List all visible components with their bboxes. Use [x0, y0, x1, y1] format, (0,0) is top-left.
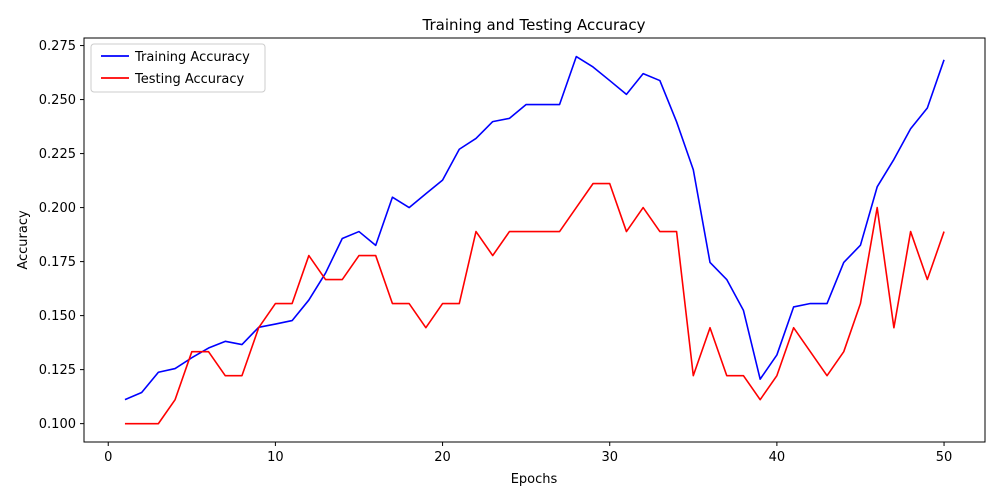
axis-ticks: 0 10 20 30 40 50 0.100 0.125 0.150 0.175 0.200 0.22… [39, 39, 953, 465]
y-tick-label: 0.150 [39, 309, 76, 324]
y-tick-label: 0.275 [39, 39, 76, 54]
x-tick-label: 10 [267, 450, 284, 465]
x-tick-label: 40 [769, 450, 786, 465]
legend: Training Accuracy Testing Accuracy [90, 43, 266, 93]
x-tick-label: 30 [601, 450, 618, 465]
legend-label-training: Training Accuracy [134, 50, 250, 65]
y-tick-label: 0.125 [39, 363, 76, 378]
y-axis-label: Accuracy [16, 210, 31, 270]
series-line-testing [124, 182, 945, 425]
x-axis-label: Epochs [511, 472, 558, 487]
y-tick-label: 0.175 [39, 255, 76, 270]
axes-frame [83, 37, 986, 443]
plot-area [124, 55, 945, 425]
legend-label-testing: Testing Accuracy [134, 72, 244, 87]
y-tick-label: 0.100 [39, 417, 76, 432]
y-tick-label: 0.250 [39, 93, 76, 108]
y-tick-label: 0.225 [39, 147, 76, 162]
legend-box [90, 43, 266, 93]
y-tick-label: 0.200 [39, 201, 76, 216]
series-line-training [124, 55, 945, 401]
x-tick-label: 20 [434, 450, 451, 465]
x-tick-label: 0 [104, 450, 112, 465]
chart-title: Training and Testing Accuracy [422, 16, 646, 34]
x-tick-label: 50 [936, 450, 953, 465]
